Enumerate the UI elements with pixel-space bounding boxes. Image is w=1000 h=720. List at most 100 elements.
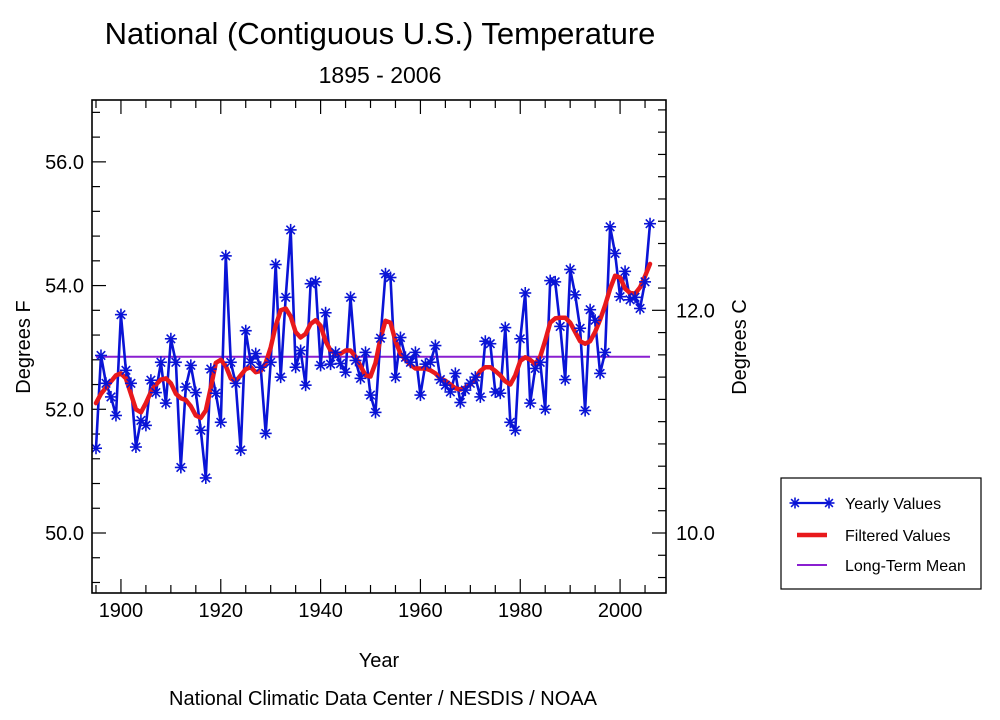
- yearly-value-point: [219, 249, 232, 262]
- yearly-value-point: [224, 356, 237, 369]
- yearly-value-point: [299, 379, 312, 392]
- x-tick-labels: 1900 1920 1940 1960 1980 2000: [99, 600, 643, 622]
- yearly-value-point: [189, 386, 202, 399]
- plot-frame: [91, 99, 667, 594]
- yearly-value-point: [594, 367, 607, 380]
- yearly-value-point: [239, 324, 252, 337]
- yearly-value-point: [169, 356, 182, 369]
- x-tick-label: 1940: [298, 600, 343, 622]
- yearly-value-point: [629, 291, 642, 304]
- y-tick-labels: 50.0 52.0 54.0 56.0: [45, 152, 84, 545]
- yearly-value-point: [509, 424, 522, 437]
- y-tick-label: 56.0: [45, 152, 84, 174]
- yearly-value-point: [149, 386, 162, 399]
- yearly-value-point: [234, 444, 247, 457]
- yearly-value-point: [549, 275, 562, 288]
- yearly-value-point: [154, 356, 167, 369]
- yearly-value-point: [184, 359, 197, 372]
- legend: Yearly Values Filtered Values Long-Term Me…: [780, 477, 982, 590]
- yearly-value-point: [414, 389, 427, 402]
- yearly-value-point: [389, 371, 402, 384]
- legend-star-marker: [823, 497, 835, 509]
- yearly-value-point: [294, 344, 307, 357]
- yearly-value-point: [579, 404, 592, 417]
- yearly-value-point: [644, 217, 657, 230]
- x-tick-label: 1920: [199, 600, 244, 622]
- legend-entry: Long-Term Mean: [797, 558, 966, 575]
- yearly-value-point: [419, 358, 432, 371]
- y-right-tick-labels: 10.0 12.0: [676, 300, 715, 545]
- yearly-value-point: [119, 364, 132, 377]
- chart-title: National (Contiguous U.S.) Temperature: [105, 16, 656, 51]
- yearly-value-point: [374, 332, 387, 345]
- yearly-value-point: [259, 427, 272, 440]
- series-layer: [92, 217, 657, 484]
- yearly-value-point: [619, 265, 632, 278]
- filtered-values-line: [93, 261, 653, 421]
- yearly-value-point: [244, 356, 257, 369]
- yearly-value-point: [559, 373, 572, 386]
- yearly-value-point: [109, 409, 122, 422]
- x-tick-label: 1960: [398, 600, 443, 622]
- yearly-value-point: [404, 356, 417, 369]
- yearly-value-point: [384, 271, 397, 284]
- yearly-value-point: [369, 406, 382, 419]
- x-tick-label: 1900: [99, 600, 144, 622]
- yearly-value-point: [364, 389, 377, 402]
- yearly-value-point: [449, 367, 462, 380]
- x-axis-label: Year: [359, 650, 400, 672]
- yearly-value-point: [539, 403, 552, 416]
- yearly-value-point: [139, 419, 152, 432]
- yearly-value-point: [519, 286, 532, 299]
- legend-entry: Yearly Values: [789, 496, 941, 513]
- yearly-value-point: [284, 223, 297, 236]
- yearly-value-point: [144, 374, 157, 387]
- yearly-value-point: [159, 397, 172, 410]
- legend-label: Yearly Values: [845, 496, 941, 513]
- yearly-value-point: [179, 381, 192, 394]
- yearly-value-point: [609, 247, 622, 260]
- yearly-value-point: [99, 377, 112, 390]
- yearly-value-point: [174, 461, 187, 474]
- yearly-value-point: [529, 362, 542, 375]
- y-right-tick-label: 10.0: [676, 523, 715, 545]
- legend-entry: Filtered Values: [797, 528, 951, 545]
- yearly-value-point: [204, 363, 217, 376]
- yearly-value-point: [309, 275, 322, 288]
- credit-text: National Climatic Data Center / NESDIS /…: [169, 688, 598, 710]
- yearly-value-point: [124, 377, 137, 390]
- yearly-value-point: [104, 390, 117, 403]
- yearly-value-point: [329, 346, 342, 359]
- yearly-value-point: [484, 337, 497, 350]
- yearly-value-point: [454, 396, 467, 409]
- axis-ticks: [92, 100, 666, 593]
- y-right-axis-label: Degrees C: [729, 299, 751, 395]
- yearly-values-line: [94, 223, 652, 480]
- yearly-value-point: [209, 387, 222, 400]
- yearly-value-point: [459, 384, 472, 397]
- yearly-value-point: [534, 356, 547, 369]
- yearly-value-point: [359, 346, 372, 359]
- yearly-value-point: [339, 366, 352, 379]
- yearly-value-point: [614, 290, 627, 303]
- yearly-value-point: [554, 320, 567, 333]
- yearly-value-point: [599, 346, 612, 359]
- y-tick-label: 52.0: [45, 399, 84, 421]
- x-tick-label: 1980: [498, 600, 543, 622]
- yearly-value-point: [514, 332, 527, 345]
- chart-subtitle: 1895 - 2006: [319, 62, 442, 88]
- yearly-value-point: [269, 258, 282, 271]
- yearly-value-point: [569, 288, 582, 301]
- yearly-value-point: [199, 471, 212, 484]
- y-tick-label: 54.0: [45, 276, 84, 298]
- yearly-value-point: [94, 349, 107, 362]
- legend-label: Long-Term Mean: [845, 558, 966, 575]
- yearly-value-point: [394, 331, 407, 344]
- yearly-value-point: [319, 306, 332, 319]
- yearly-value-point: [214, 416, 227, 429]
- yearly-value-point: [264, 356, 277, 369]
- yearly-value-point: [344, 291, 357, 304]
- yearly-value-point: [254, 361, 267, 374]
- yearly-value-point: [574, 322, 587, 335]
